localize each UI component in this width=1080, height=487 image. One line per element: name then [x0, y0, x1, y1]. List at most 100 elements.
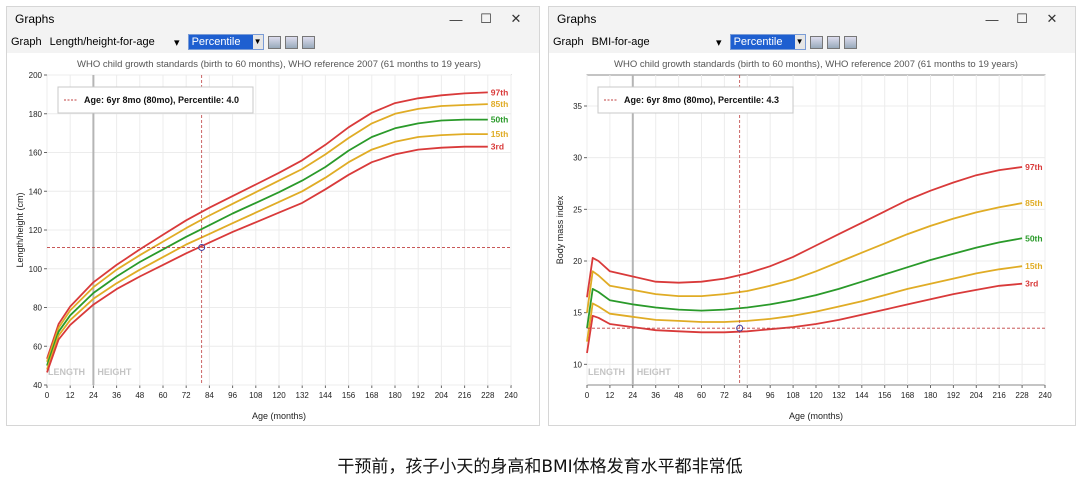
mode-select[interactable]: Percentile ▼: [187, 34, 264, 50]
window-title: Graphs: [557, 12, 597, 26]
legend-box: [57, 86, 254, 114]
minimize-icon[interactable]: —: [985, 11, 999, 27]
series-label-50th: 50th: [1025, 233, 1042, 243]
region-label-length: LENGTH: [48, 367, 85, 377]
print-icon[interactable]: [843, 35, 857, 49]
series-line-85th: [586, 202, 1023, 313]
series-label-3rd: 3rd: [491, 142, 504, 152]
graph-type-select[interactable]: BMI-for-age ▾: [588, 34, 726, 50]
series-label-3rd: 3rd: [1025, 279, 1038, 289]
y-tick-label: 25: [573, 205, 582, 214]
region-label-height: HEIGHT: [97, 367, 132, 377]
x-tick-label: 0: [585, 391, 590, 400]
graph-toolbar: Graph BMI-for-age ▾ Percentile ▼: [549, 31, 1075, 53]
bmi-for-age-chart: WHO child growth standards (birth to 60 …: [555, 59, 1052, 421]
x-tick-label: 204: [970, 391, 984, 400]
x-axis-label: Age (months): [789, 411, 843, 421]
x-tick-label: 192: [947, 391, 961, 400]
series-line-97th: [46, 91, 488, 360]
y-tick-label: 100: [29, 265, 43, 274]
y-tick-label: 40: [33, 381, 42, 390]
series-label-15th: 15th: [491, 129, 508, 139]
x-tick-label: 180: [924, 391, 938, 400]
x-tick-label: 84: [205, 391, 214, 400]
y-tick-label: 180: [29, 110, 43, 119]
export-icon[interactable]: [267, 35, 281, 49]
x-tick-label: 24: [89, 391, 98, 400]
x-tick-label: 84: [743, 391, 752, 400]
chart-title: WHO child growth standards (birth to 60 …: [614, 59, 1018, 70]
measurement-marker: [736, 324, 744, 332]
x-tick-label: 36: [651, 391, 660, 400]
x-tick-label: 240: [1038, 391, 1052, 400]
y-tick-label: 140: [29, 187, 43, 196]
dropdown-arrow-icon: ▾: [716, 36, 722, 49]
x-tick-label: 228: [1015, 391, 1029, 400]
x-tick-label: 60: [697, 391, 706, 400]
x-tick-label: 72: [182, 391, 191, 400]
graph-label: Graph: [11, 36, 42, 48]
x-tick-label: 96: [766, 391, 775, 400]
x-tick-label: 96: [228, 391, 237, 400]
y-tick-label: 30: [573, 154, 582, 163]
x-tick-label: 72: [720, 391, 729, 400]
copy-icon[interactable]: [826, 35, 840, 49]
x-tick-label: 48: [674, 391, 683, 400]
x-tick-label: 156: [342, 391, 356, 400]
y-tick-label: 120: [29, 226, 43, 235]
series-label-50th: 50th: [491, 115, 508, 125]
dropdown-arrow-icon[interactable]: ▼: [252, 35, 263, 49]
series-line-3rd: [46, 145, 488, 373]
x-tick-label: 60: [159, 391, 168, 400]
y-tick-label: 80: [33, 304, 42, 313]
x-tick-label: 216: [458, 391, 472, 400]
mode-select[interactable]: Percentile ▼: [729, 34, 806, 50]
graph-label: Graph: [553, 36, 584, 48]
y-tick-label: 20: [573, 257, 582, 266]
x-tick-label: 204: [435, 391, 449, 400]
graph-toolbar: Graph Length/height-for-age ▾ Percentile…: [7, 31, 539, 53]
length-chart-area: WHO child growth standards (birth to 60 …: [7, 53, 539, 425]
maximize-icon[interactable]: ☐: [1016, 11, 1028, 26]
x-tick-label: 216: [993, 391, 1007, 400]
series-line-85th: [46, 103, 488, 363]
series-line-15th: [586, 265, 1023, 342]
series-label-85th: 85th: [1025, 198, 1042, 208]
x-tick-label: 12: [605, 391, 614, 400]
series-line-50th: [586, 237, 1023, 329]
close-icon[interactable]: ✕: [510, 11, 522, 26]
region-label-height: HEIGHT: [637, 367, 672, 377]
y-tick-label: 35: [573, 102, 582, 111]
graph-type-select[interactable]: Length/height-for-age ▾: [46, 34, 184, 50]
series-line-50th: [46, 118, 488, 366]
window-titlebar: Graphs — ☐ ✕: [549, 7, 1075, 31]
x-tick-label: 228: [481, 391, 495, 400]
series-line-15th: [46, 133, 488, 370]
x-tick-label: 108: [249, 391, 263, 400]
graph-type-value: Length/height-for-age: [49, 36, 155, 48]
x-tick-label: 180: [388, 391, 402, 400]
x-tick-label: 168: [365, 391, 379, 400]
export-icon[interactable]: [809, 35, 823, 49]
x-tick-label: 156: [878, 391, 892, 400]
print-icon[interactable]: [301, 35, 315, 49]
series-label-85th: 85th: [491, 99, 508, 109]
dropdown-arrow-icon[interactable]: ▼: [794, 35, 805, 49]
minimize-icon[interactable]: —: [449, 11, 463, 27]
series-line-97th: [586, 166, 1023, 298]
graph-type-value: BMI-for-age: [591, 36, 650, 48]
maximize-icon[interactable]: ☐: [480, 11, 492, 26]
region-label-length: LENGTH: [588, 367, 625, 377]
x-tick-label: 168: [901, 391, 915, 400]
y-tick-label: 160: [29, 149, 43, 158]
close-icon[interactable]: ✕: [1046, 11, 1058, 26]
legend-box: [597, 86, 794, 114]
caption: 干预前，孩子小天的身高和BMI体格发育水平都非常低: [337, 457, 743, 477]
copy-icon[interactable]: [284, 35, 298, 49]
window-title: Graphs: [15, 12, 55, 26]
x-tick-label: 120: [272, 391, 286, 400]
y-tick-label: 15: [573, 309, 582, 318]
bmi-graph-window: Graphs — ☐ ✕ Graph BMI-for-age ▾ Percent…: [548, 6, 1076, 426]
mode-value: Percentile: [730, 35, 795, 49]
x-tick-label: 48: [135, 391, 144, 400]
